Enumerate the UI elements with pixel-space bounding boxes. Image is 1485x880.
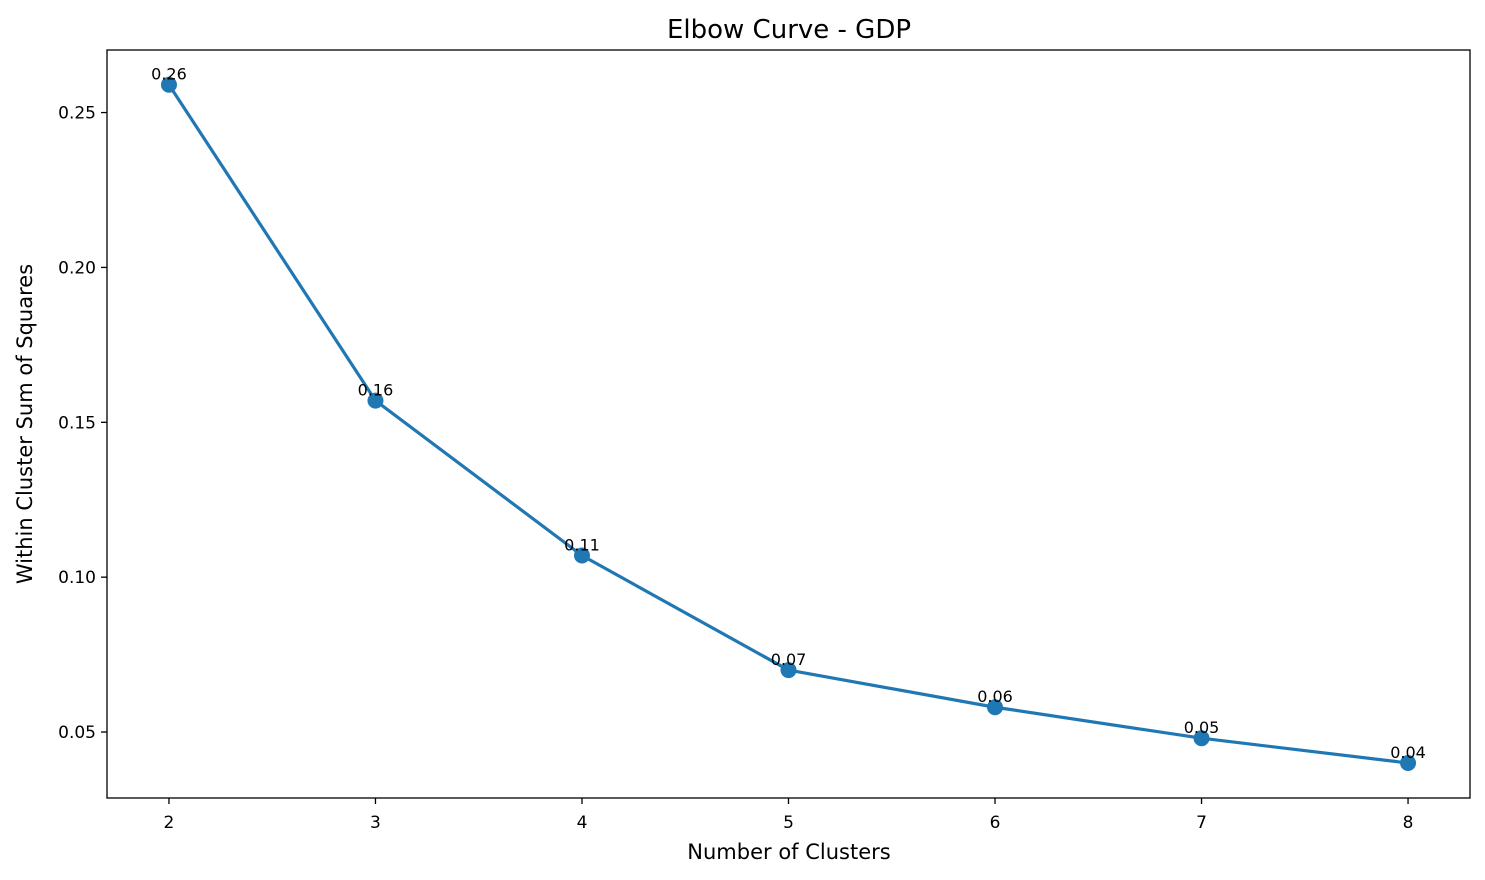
data-label: 0.26 xyxy=(151,65,187,84)
x-tick-label: 3 xyxy=(370,813,381,833)
data-point xyxy=(573,547,590,564)
data-label: 0.11 xyxy=(564,535,600,554)
data-point xyxy=(1193,730,1210,747)
x-tick-label: 4 xyxy=(577,813,588,833)
data-point xyxy=(780,662,797,679)
plot-frame xyxy=(106,49,1471,799)
data-label: 0.05 xyxy=(1184,718,1220,737)
data-label: 0.04 xyxy=(1390,743,1426,762)
data-point xyxy=(1400,755,1417,772)
y-tick-label: 0.25 xyxy=(58,104,96,124)
y-tick-label: 0.15 xyxy=(58,413,96,433)
y-tick-label: 0.10 xyxy=(58,568,96,588)
data-point xyxy=(987,699,1004,716)
data-label: 0.06 xyxy=(977,687,1013,706)
y-axis-label: Within Cluster Sum of Squares xyxy=(13,264,37,584)
x-axis-label: Number of Clusters xyxy=(687,840,890,864)
x-tick-label: 2 xyxy=(164,813,175,833)
data-label: 0.16 xyxy=(358,381,394,400)
x-tick-label: 7 xyxy=(1196,813,1207,833)
x-tick-label: 5 xyxy=(783,813,794,833)
y-tick-label: 0.20 xyxy=(58,258,96,278)
chart-title: Elbow Curve - GDP xyxy=(667,15,911,45)
x-tick-label: 6 xyxy=(990,813,1001,833)
plot-area: 0.26 0.16 0.11 0.07 0.06 0.05 0.04 xyxy=(151,65,1426,772)
data-point xyxy=(160,76,177,93)
data-label: 0.07 xyxy=(771,650,807,669)
y-axis-ticks: 0.05 0.10 0.15 0.20 0.25 xyxy=(58,104,107,743)
x-axis-ticks: 2 3 4 5 6 7 8 xyxy=(164,798,1414,833)
data-point xyxy=(367,392,384,409)
y-tick-label: 0.05 xyxy=(58,723,96,743)
x-tick-label: 8 xyxy=(1403,813,1414,833)
